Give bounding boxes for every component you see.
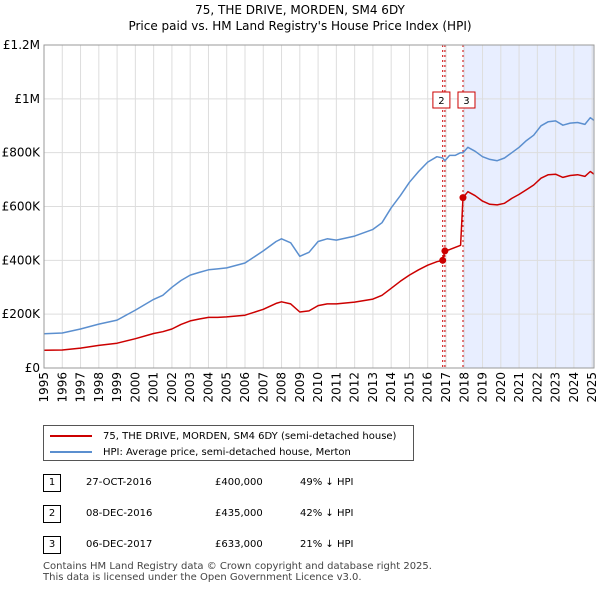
- sale-row: 2 08-DEC-2016 £435,000 42% ↓ HPI: [43, 505, 403, 523]
- price-chart: 75, THE DRIVE, MORDEN, SM4 6DY Price pai…: [2, 3, 600, 403]
- y-tick-label: £1M: [14, 92, 40, 106]
- legend-item-hpi: HPI: Average price, semi-detached house,…: [50, 445, 351, 459]
- x-tick-label: 1998: [92, 372, 106, 403]
- sale-marker-box: 3: [457, 91, 476, 109]
- y-tick-label: £400K: [2, 253, 42, 267]
- legend-label-hpi: HPI: Average price, semi-detached house,…: [103, 446, 351, 458]
- footer-licence: This data is licensed under the Open Gov…: [43, 572, 362, 583]
- x-tick-label: 2007: [256, 372, 270, 403]
- sale-marker-label: 3: [463, 96, 469, 107]
- sale-date: 06-DEC-2017: [86, 539, 153, 550]
- x-tick-label: 2018: [457, 372, 471, 403]
- legend-line-hpi: [50, 451, 92, 453]
- x-tick-label: 2003: [183, 372, 197, 403]
- x-tick-label: 2022: [530, 372, 544, 403]
- x-tick-label: 2004: [201, 372, 215, 403]
- legend-item-property: 75, THE DRIVE, MORDEN, SM4 6DY (semi-det…: [50, 429, 396, 443]
- x-tick-label: 2021: [512, 372, 526, 403]
- x-tick-label: 2020: [494, 372, 508, 403]
- x-tick-label: 1999: [110, 372, 124, 403]
- series-line-property: [43, 170, 595, 351]
- x-tick-label: 2008: [275, 372, 289, 403]
- footer: Contains HM Land Registry data © Crown c…: [43, 561, 432, 583]
- y-tick-label: £600K: [2, 200, 42, 214]
- sale-marker-label: 2: [438, 96, 444, 107]
- legend-label-property: 75, THE DRIVE, MORDEN, SM4 6DY (semi-det…: [103, 430, 397, 442]
- x-tick-label: 2019: [476, 372, 490, 403]
- y-tick-label: £0: [25, 361, 40, 375]
- sale-price: £435,000: [215, 508, 263, 519]
- series-line-hpi: [43, 116, 595, 335]
- x-tick-label: 2023: [549, 372, 563, 403]
- sale-price: £633,000: [215, 539, 263, 550]
- sale-date: 27-OCT-2016: [86, 477, 152, 488]
- footer-copyright: Contains HM Land Registry data © Crown c…: [43, 561, 432, 572]
- sale-marker-box: 2: [432, 91, 451, 109]
- sale-point: [459, 194, 467, 202]
- sale-price: £400,000: [215, 477, 263, 488]
- x-tick-label: 2025: [585, 372, 599, 403]
- plot-frame: [43, 44, 595, 369]
- y-tick-label: £800K: [2, 146, 42, 160]
- y-tick-label: £200K: [2, 307, 42, 321]
- x-tick-label: 2011: [329, 372, 343, 403]
- sale-hpi-diff: 49% ↓ HPI: [300, 477, 354, 488]
- sale-row: 1 27-OCT-2016 £400,000 49% ↓ HPI: [43, 474, 403, 492]
- sale-date: 08-DEC-2016: [86, 508, 153, 519]
- x-tick-label: 2014: [384, 372, 398, 403]
- y-tick-label: £1.2M: [3, 38, 40, 52]
- sale-number-badge: 2: [43, 505, 61, 523]
- x-tick-label: 2024: [567, 372, 581, 403]
- legend: 75, THE DRIVE, MORDEN, SM4 6DY (semi-det…: [43, 425, 414, 461]
- x-tick-label: 2005: [220, 372, 234, 403]
- x-tick-label: 2002: [165, 372, 179, 403]
- sale-hpi-diff: 42% ↓ HPI: [300, 508, 354, 519]
- sale-point: [441, 247, 449, 255]
- legend-line-property: [50, 435, 92, 437]
- x-tick-label: 1997: [74, 372, 88, 403]
- x-tick-label: 2009: [293, 372, 307, 403]
- chart-title: 75, THE DRIVE, MORDEN, SM4 6DY: [195, 3, 405, 17]
- x-tick-label: 2010: [311, 372, 325, 403]
- sale-marker-box-frame: [457, 91, 476, 109]
- sale-hpi-diff: 21% ↓ HPI: [300, 539, 354, 550]
- x-tick-label: 2001: [147, 372, 161, 403]
- sale-number-badge: 1: [43, 474, 61, 492]
- x-tick-label: 2012: [348, 372, 362, 403]
- sale-number-badge: 3: [43, 536, 61, 554]
- x-tick-label: 2006: [238, 372, 252, 403]
- x-tick-label: 2016: [421, 372, 435, 403]
- sale-marker-box-frame: [432, 91, 451, 109]
- x-tick-label: 1995: [37, 372, 51, 403]
- sale-point: [439, 256, 447, 264]
- sale-row: 3 06-DEC-2017 £633,000 21% ↓ HPI: [43, 536, 403, 554]
- x-tick-label: 2013: [366, 372, 380, 403]
- x-tick-label: 2000: [128, 372, 142, 403]
- x-tick-label: 2017: [439, 372, 453, 403]
- x-tick-label: 2015: [402, 372, 416, 403]
- chart-subtitle: Price paid vs. HM Land Registry's House …: [128, 19, 471, 33]
- x-tick-label: 1996: [55, 372, 69, 403]
